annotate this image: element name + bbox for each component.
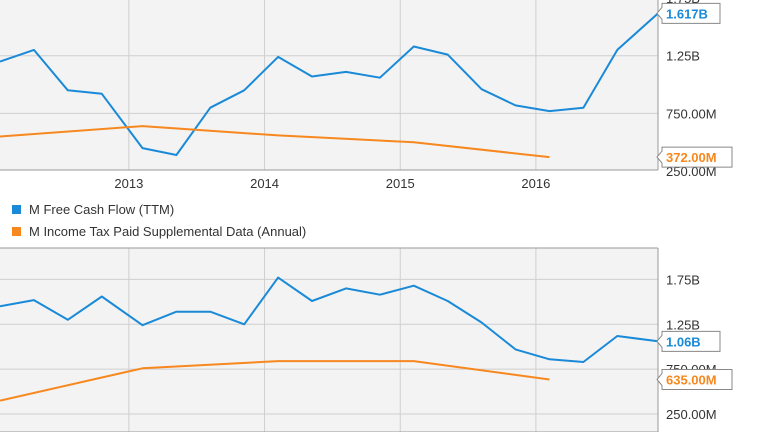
x-tick-label: 2015	[386, 176, 415, 191]
plot-area	[0, 248, 658, 432]
callout-box	[656, 146, 733, 168]
y-tick-label: 1.75B	[666, 272, 700, 287]
callout-box	[656, 368, 733, 390]
callout-tax: 372.00M	[656, 146, 733, 168]
fcf-line	[0, 276, 659, 363]
callout-box	[656, 2, 721, 24]
tax-line	[0, 125, 550, 159]
callout-fcf: 1.06B	[656, 330, 721, 352]
y-tick-label: 1.25B	[666, 49, 700, 64]
callout-label: 1.617B	[666, 6, 708, 21]
legend-item-tax[interactable]: M Income Tax Paid Supplemental Data (Ann…	[12, 224, 306, 239]
x-tick-label: 2016	[521, 176, 550, 191]
x-tick-label: 2013	[114, 176, 143, 191]
legend-item-fcf[interactable]: M Free Cash Flow (TTM)	[12, 202, 174, 217]
y-tick-label: 750.00M	[666, 106, 717, 121]
callout-tax: 635.00M	[656, 368, 733, 390]
plot-area	[0, 0, 658, 170]
callout-label: 635.00M	[666, 372, 717, 387]
legend-swatch-tax	[12, 227, 21, 236]
x-tick-label: 2014	[250, 176, 279, 191]
legend-swatch-fcf	[12, 205, 21, 214]
callout-label: 372.00M	[666, 150, 717, 165]
y-tick-label: 250.00M	[666, 164, 717, 179]
callout-fcf: 1.617B	[656, 2, 721, 24]
callout-box	[656, 330, 721, 352]
legend-label-tax: M Income Tax Paid Supplemental Data (Ann…	[29, 224, 307, 239]
y-tick-label: 1.25B	[666, 317, 700, 332]
y-tick-label: 250.00M	[666, 407, 717, 422]
chart-panel-1: 1.75B1.25B750.00M250.00M2013201420152016…	[0, 0, 733, 191]
callout-label: 1.06B	[666, 334, 701, 349]
tax-line	[0, 360, 550, 402]
fcf-line	[0, 12, 659, 156]
legend-label-fcf: M Free Cash Flow (TTM)	[29, 202, 175, 217]
